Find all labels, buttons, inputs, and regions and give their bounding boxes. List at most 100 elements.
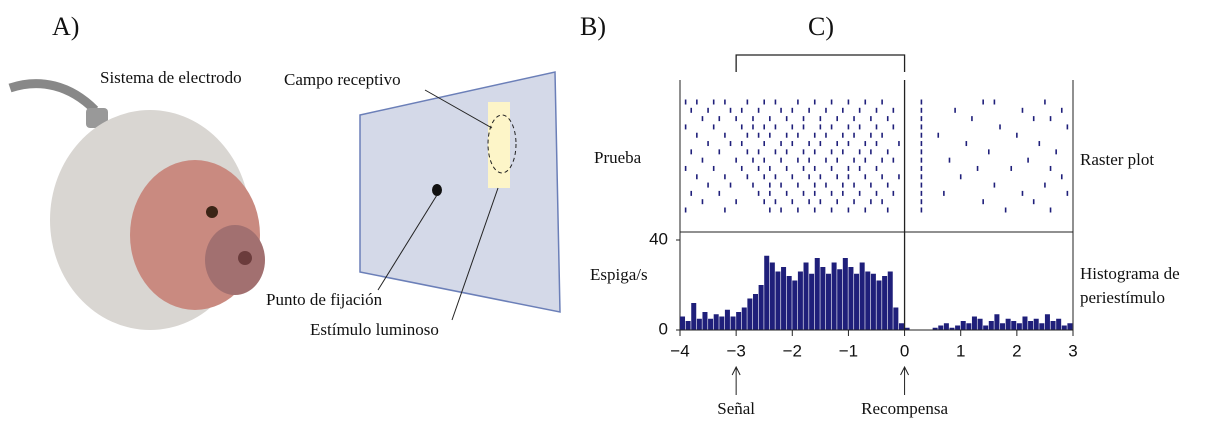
histogram-bar <box>865 271 871 330</box>
histogram-bar <box>747 298 753 330</box>
histogram-bar <box>949 327 955 330</box>
panel-label: B) <box>580 12 606 41</box>
histogram-bar <box>752 294 758 330</box>
bracket <box>735 54 906 72</box>
fixation-label: Punto de fijación <box>266 290 383 309</box>
histogram-bar <box>988 321 994 330</box>
histogram-bar <box>775 271 781 330</box>
electrode-cable <box>8 79 99 114</box>
side-label: Raster plot <box>1080 150 1155 169</box>
histogram-bar <box>1044 314 1050 330</box>
histogram-bar <box>893 307 899 330</box>
annotation-arrow <box>900 365 910 395</box>
histogram-bar <box>1022 316 1028 330</box>
screen <box>359 71 561 313</box>
histogram-bar <box>680 316 686 330</box>
monkey-muzzle <box>205 225 265 295</box>
histogram-bar <box>1000 323 1006 330</box>
histogram-bar <box>792 280 798 330</box>
histogram-bar <box>1056 318 1062 330</box>
histogram-bar <box>1028 321 1034 330</box>
x-tick-label: 3 <box>1068 341 1077 360</box>
histogram-bar <box>1016 323 1022 330</box>
monkey-nose <box>238 251 252 265</box>
histogram-bar <box>786 276 792 330</box>
histogram-bar <box>966 323 972 330</box>
histogram-bar <box>781 267 787 330</box>
histogram-bar <box>769 262 775 330</box>
histogram-bar <box>803 262 809 330</box>
histogram-bar <box>898 323 904 330</box>
histogram-bar <box>719 316 725 330</box>
histogram-bar <box>696 318 702 330</box>
histogram-bar <box>741 307 747 330</box>
histogram-bar <box>1067 323 1073 330</box>
side-label: Histograma de periestímulo <box>1080 264 1180 307</box>
histogram-bar <box>758 285 764 330</box>
annotation-label: Señal <box>717 399 755 418</box>
histogram-bar <box>854 273 860 330</box>
histogram-bar <box>685 321 691 330</box>
receptive-field <box>487 114 517 174</box>
fixation-point <box>432 184 442 196</box>
histogram-bar <box>809 273 815 330</box>
histogram-bar <box>971 316 977 330</box>
x-tick-label: 2 <box>1012 341 1021 360</box>
pointer-line <box>424 89 493 129</box>
receptive-field-label: Campo receptivo <box>284 70 401 89</box>
histogram-bar <box>831 262 837 330</box>
histogram-bar <box>955 325 961 330</box>
stimulus-label: Estímulo luminoso <box>310 320 439 339</box>
pointer-line <box>377 194 438 291</box>
histogram-bar <box>713 314 719 330</box>
histogram-bar <box>870 273 876 330</box>
histogram-bar <box>1050 321 1056 330</box>
histogram-bar <box>724 309 730 330</box>
histogram-bar <box>736 312 742 330</box>
histogram-bar <box>859 262 865 330</box>
x-tick-label: −1 <box>839 341 858 360</box>
histogram-bar <box>887 271 893 330</box>
annotation-label: Recompensa <box>861 399 948 418</box>
histogram-bar <box>904 327 910 330</box>
y-axis-label: Espiga/s <box>590 265 648 284</box>
histogram-bar <box>814 258 820 330</box>
histogram-bar <box>730 316 736 330</box>
x-tick-label: 0 <box>900 341 909 360</box>
histogram-bar <box>977 318 983 330</box>
x-tick-label: −2 <box>783 341 802 360</box>
light-stimulus <box>488 102 510 188</box>
histogram-bar <box>943 323 949 330</box>
histogram-bar <box>882 276 888 330</box>
histogram-bar <box>1061 325 1067 330</box>
histogram-bar <box>994 314 1000 330</box>
annotation-arrow <box>731 365 741 395</box>
x-tick-label: −4 <box>670 341 689 360</box>
histogram-bar <box>837 269 843 330</box>
panel-label: C) <box>808 12 834 41</box>
histogram-bar <box>1039 323 1045 330</box>
monkey-eye <box>206 206 218 218</box>
histogram-bar <box>983 325 989 330</box>
histogram-bar <box>960 321 966 330</box>
electrode-label: Sistema de electrodo <box>100 68 242 87</box>
histogram-bar <box>876 280 882 330</box>
histogram-bar <box>764 255 770 330</box>
histogram-bar <box>702 312 708 330</box>
histogram-bar <box>1005 318 1011 330</box>
histogram-bar <box>797 271 803 330</box>
panel-label: A) <box>52 12 80 41</box>
histogram-bar <box>932 327 938 330</box>
x-tick-label: 1 <box>956 341 965 360</box>
electrode-connector <box>86 108 108 128</box>
histogram-bar <box>708 318 714 330</box>
histogram-bar <box>825 273 831 330</box>
histogram-bar <box>1011 321 1017 330</box>
y-tick-label: 40 <box>649 229 668 248</box>
pointer-line <box>451 187 499 321</box>
y-tick-label: 0 <box>659 319 668 338</box>
histogram-bar <box>848 267 854 330</box>
histogram-bar <box>1033 318 1039 330</box>
